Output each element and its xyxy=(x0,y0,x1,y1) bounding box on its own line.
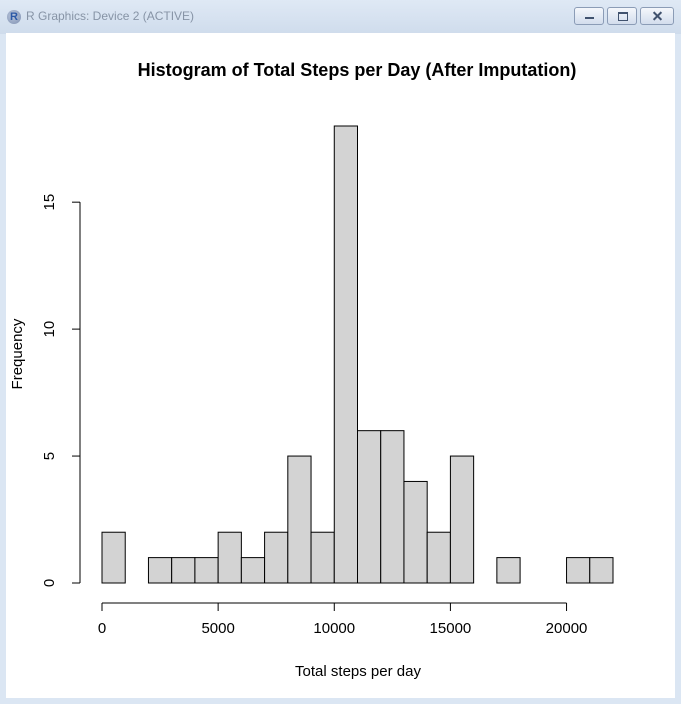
minimize-button[interactable] xyxy=(574,7,604,25)
histogram-bar xyxy=(426,531,451,584)
histogram-bar xyxy=(217,531,242,584)
x-tick-label: 5000 xyxy=(201,620,234,637)
plot-canvas: Histogram of Total Steps per Day (After … xyxy=(6,33,675,698)
restore-button[interactable] xyxy=(607,7,637,25)
histogram-bar xyxy=(589,557,614,584)
y-tick-label: 15 xyxy=(41,194,58,211)
y-axis-label: Frequency xyxy=(9,318,26,389)
y-axis: 0 5 10 15 xyxy=(41,194,81,587)
histogram-bar xyxy=(240,557,266,584)
x-tick-label: 20000 xyxy=(546,620,588,637)
title-bar[interactable]: R R Graphics: Device 2 (ACTIVE) xyxy=(0,0,681,34)
y-tick-label: 10 xyxy=(41,321,58,338)
y-tick-label: 5 xyxy=(41,452,58,460)
histogram-bar xyxy=(449,455,475,584)
histogram-bar xyxy=(171,557,196,584)
histogram-bar xyxy=(496,557,521,584)
histogram-bar xyxy=(403,480,428,584)
x-tick-label: 0 xyxy=(98,620,106,637)
chart-title: Histogram of Total Steps per Day (After … xyxy=(138,60,577,80)
x-axis: 0 5000 10000 15000 20000 xyxy=(98,602,588,637)
window-title: R Graphics: Device 2 (ACTIVE) xyxy=(26,9,195,23)
y-tick-label: 0 xyxy=(41,579,58,587)
r-logo-icon: R xyxy=(7,10,21,24)
histogram-bar xyxy=(380,430,405,584)
histogram-bar xyxy=(101,531,126,584)
x-axis-label: Total steps per day xyxy=(295,663,421,680)
histogram-bar xyxy=(287,455,312,584)
x-tick-label: 10000 xyxy=(313,620,355,637)
x-tick-label: 15000 xyxy=(430,620,472,637)
close-button[interactable] xyxy=(640,7,674,25)
histogram-bar xyxy=(566,557,591,584)
histogram-bars xyxy=(101,125,614,584)
histogram-bar xyxy=(147,557,173,584)
histogram-bar xyxy=(264,531,289,584)
histogram-bar xyxy=(310,531,335,584)
histogram-bar xyxy=(194,557,219,584)
histogram-plot: Histogram of Total Steps per Day (After … xyxy=(9,60,614,680)
histogram-bar xyxy=(333,125,359,584)
histogram-bar xyxy=(357,430,382,584)
